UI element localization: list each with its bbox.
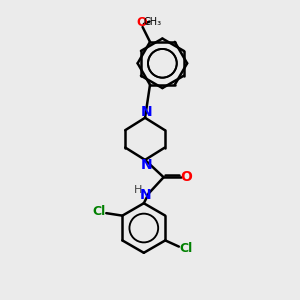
Text: H: H	[134, 185, 142, 195]
Text: O: O	[136, 16, 147, 29]
Text: N: N	[140, 158, 152, 172]
Text: N: N	[140, 188, 152, 202]
Text: CH₃: CH₃	[144, 16, 162, 26]
Text: Cl: Cl	[179, 242, 192, 255]
Text: N: N	[140, 105, 152, 119]
Text: O: O	[180, 170, 192, 184]
Text: Cl: Cl	[93, 206, 106, 218]
